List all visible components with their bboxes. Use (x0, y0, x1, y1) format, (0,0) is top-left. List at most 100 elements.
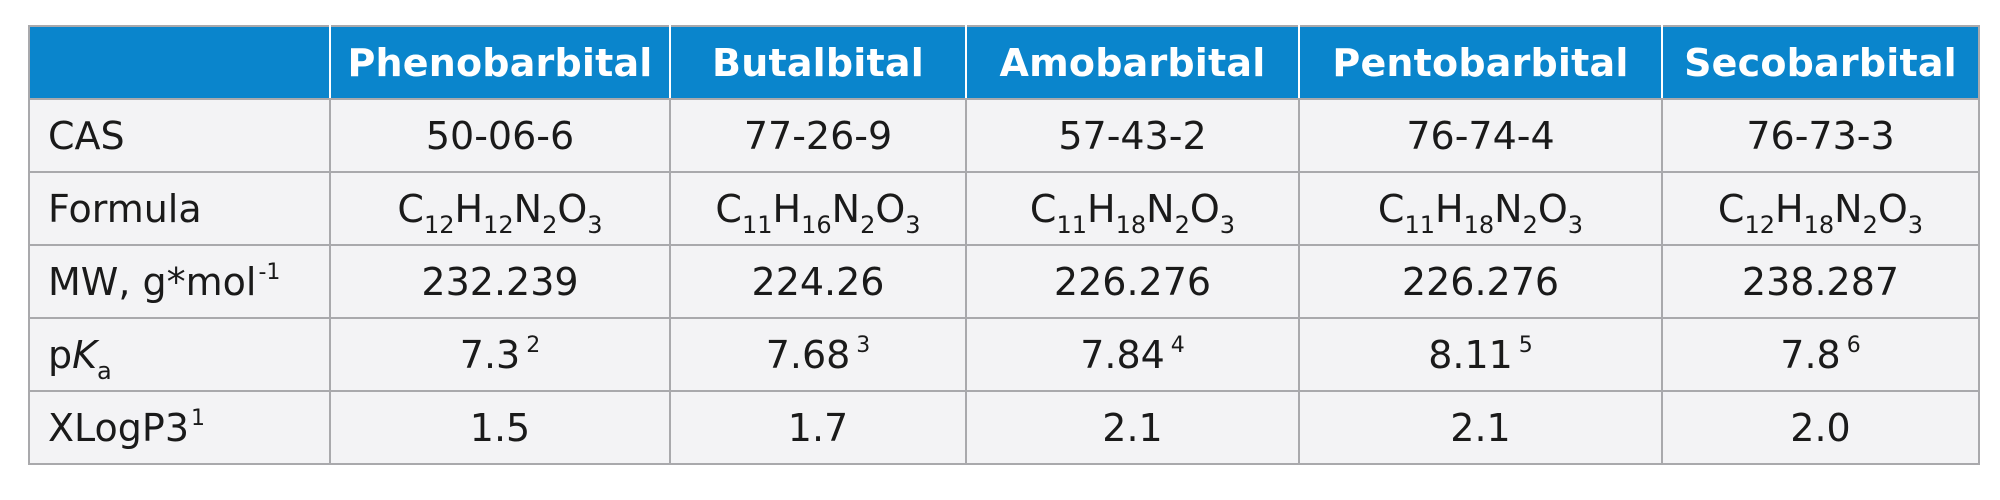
header-pentobarbital: Pentobarbital (1298, 25, 1663, 100)
formula-element: N (1834, 186, 1863, 231)
cas-value: 50-06-6 (329, 98, 671, 173)
formula-value: C12H18N2O3 (1661, 171, 1980, 246)
formula-element: H (454, 186, 484, 231)
header-secobarbital: Secobarbital (1661, 25, 1980, 100)
pka-reference: 2 (526, 332, 541, 358)
formula-subscript: 2 (860, 210, 876, 239)
formula-value: C12H12N2O3 (329, 171, 671, 246)
cas-value: 76-73-3 (1661, 98, 1980, 173)
mw-value: 232.239 (329, 244, 671, 319)
formula-element: O (1877, 186, 1908, 231)
mw-value: 224.26 (669, 244, 967, 319)
pka-label: pKa (28, 317, 331, 392)
xlogp3-value: 2.0 (1661, 390, 1980, 465)
pka-label-subscript: a (97, 356, 112, 385)
cas-label: CAS (28, 98, 331, 173)
mw-value: 238.287 (1661, 244, 1980, 319)
formula-element: H (1087, 186, 1116, 231)
formula-row: Formula C12H12N2O3 C11H16N2O3 C11H18N2O3… (28, 171, 1980, 246)
pka-number: 7.68 (765, 332, 851, 377)
properties-table-container: Phenobarbital Butalbital Amobarbital Pen… (28, 25, 1980, 465)
formula-element: O (1537, 186, 1568, 231)
formula-subscript: 18 (1803, 210, 1835, 239)
pka-value: 7.3 2 (329, 317, 671, 392)
formula-element: H (1775, 186, 1804, 231)
formula-element: N (513, 186, 543, 231)
formula-label: Formula (28, 171, 331, 246)
pka-reference: 3 (856, 332, 871, 358)
xlogp3-value: 2.1 (1298, 390, 1663, 465)
formula-element: C (1377, 186, 1405, 231)
pka-reference: 6 (1846, 332, 1861, 358)
pka-value: 8.11 5 (1298, 317, 1663, 392)
cas-value: 57-43-2 (965, 98, 1300, 173)
formula-subscript: 11 (741, 210, 773, 239)
formula-element: N (1494, 186, 1523, 231)
formula-value: C11H18N2O3 (1298, 171, 1663, 246)
xlogp3-row: XLogP31 1.5 1.7 2.1 2.1 2.0 (28, 390, 1980, 465)
formula-subscript: 12 (423, 210, 455, 239)
formula-subscript: 11 (1404, 210, 1436, 239)
formula-element: N (831, 186, 861, 231)
mw-value: 226.276 (1298, 244, 1663, 319)
pka-value: 7.8 6 (1661, 317, 1980, 392)
formula-element: C (1717, 186, 1745, 231)
pka-value: 7.68 3 (669, 317, 967, 392)
header-row: Phenobarbital Butalbital Amobarbital Pen… (28, 25, 1980, 100)
pka-number: 7.3 (459, 332, 521, 377)
pka-label-k: K (72, 332, 98, 377)
pka-number: 7.84 (1080, 332, 1165, 377)
cas-row: CAS 50-06-6 77-26-9 57-43-2 76-74-4 76-7… (28, 98, 1980, 173)
pka-label-p: p (48, 332, 73, 377)
mw-label: MW, g*mol-1 (28, 244, 331, 319)
cas-value: 76-74-4 (1298, 98, 1663, 173)
xlogp3-value: 1.5 (329, 390, 671, 465)
formula-element: H (772, 186, 802, 231)
mw-row: MW, g*mol-1 232.239 224.26 226.276 226.2… (28, 244, 1980, 319)
barbiturate-properties-table: Phenobarbital Butalbital Amobarbital Pen… (28, 25, 1980, 465)
pka-reference: 5 (1518, 332, 1533, 358)
formula-element: O (875, 186, 906, 231)
formula-element: O (557, 186, 588, 231)
formula-element: H (1435, 186, 1464, 231)
formula-subscript: 2 (1522, 210, 1538, 239)
pka-number: 8.11 (1428, 332, 1513, 377)
formula-subscript: 2 (1862, 210, 1878, 239)
pka-number: 7.8 (1780, 332, 1841, 377)
mw-label-text: MW, g*mol (48, 259, 257, 304)
formula-subscript: 3 (587, 210, 603, 239)
formula-element: C (715, 186, 742, 231)
formula-value: C11H18N2O3 (965, 171, 1300, 246)
formula-subscript: 16 (801, 210, 832, 239)
formula-element: N (1146, 186, 1175, 231)
formula-element: O (1189, 186, 1220, 231)
formula-value: C11H16N2O3 (669, 171, 967, 246)
formula-subscript: 2 (542, 210, 558, 239)
xlogp3-value: 2.1 (965, 390, 1300, 465)
xlogp3-value: 1.7 (669, 390, 967, 465)
formula-subscript: 18 (1115, 210, 1147, 239)
xlogp3-label: XLogP31 (28, 390, 331, 465)
formula-subscript: 11 (1056, 210, 1088, 239)
formula-subscript: 12 (483, 210, 514, 239)
formula-subscript: 2 (1174, 210, 1190, 239)
formula-element: C (1029, 186, 1057, 231)
header-butalbital: Butalbital (669, 25, 967, 100)
pka-value: 7.84 4 (965, 317, 1300, 392)
xlogp3-label-superscript: 1 (191, 405, 205, 431)
formula-subscript: 3 (1907, 210, 1924, 239)
formula-subscript: 3 (1567, 210, 1584, 239)
header-phenobarbital: Phenobarbital (329, 25, 671, 100)
pka-row: pKa 7.3 2 7.68 3 7.84 4 8.11 5 7.8 6 (28, 317, 1980, 392)
header-amobarbital: Amobarbital (965, 25, 1300, 100)
mw-label-superscript: -1 (258, 259, 281, 285)
pka-reference: 4 (1170, 332, 1185, 358)
formula-subscript: 18 (1463, 210, 1495, 239)
header-corner-cell (28, 25, 331, 100)
mw-value: 226.276 (965, 244, 1300, 319)
formula-subscript: 3 (1219, 210, 1236, 239)
formula-subscript: 3 (905, 210, 921, 239)
cas-value: 77-26-9 (669, 98, 967, 173)
formula-subscript: 12 (1744, 210, 1776, 239)
xlogp3-label-text: XLogP3 (48, 405, 189, 450)
